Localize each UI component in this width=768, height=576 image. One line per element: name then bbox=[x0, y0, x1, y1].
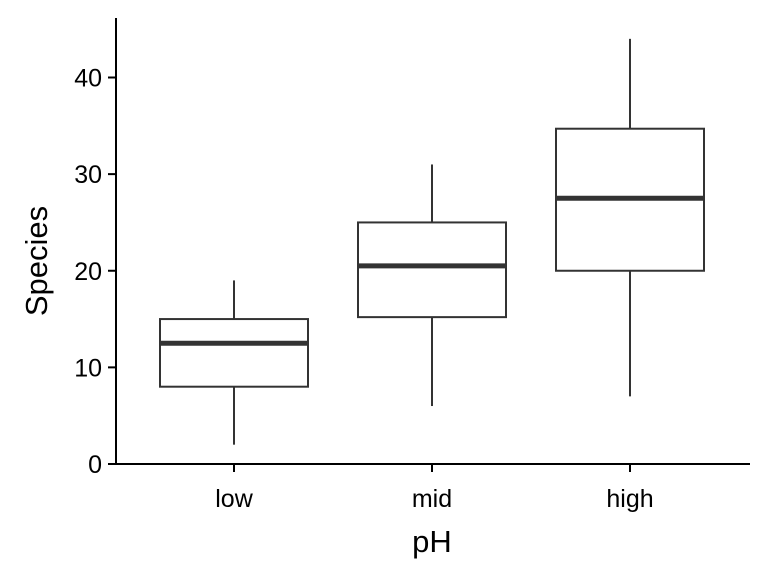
y-axis-title: Species bbox=[19, 206, 54, 316]
box-body bbox=[357, 221, 507, 319]
box-body bbox=[159, 318, 309, 388]
y-tick-label: 40 bbox=[74, 65, 102, 93]
boxes-layer bbox=[159, 38, 705, 445]
x-ticks: low mid high bbox=[215, 464, 654, 513]
box-low bbox=[159, 280, 309, 445]
y-tick-label: 20 bbox=[74, 258, 102, 286]
y-ticks: 0 10 20 30 40 bbox=[74, 65, 116, 479]
x-tick-label: mid bbox=[412, 485, 452, 513]
y-tick-label: 0 bbox=[88, 451, 102, 479]
x-axis-title: pH bbox=[412, 524, 452, 559]
box-high bbox=[555, 38, 705, 397]
y-tick-label: 10 bbox=[74, 354, 102, 382]
x-tick-label: low bbox=[215, 485, 253, 513]
x-tick-label: high bbox=[606, 485, 653, 513]
y-tick-label: 30 bbox=[74, 161, 102, 189]
box-mid bbox=[357, 164, 507, 407]
